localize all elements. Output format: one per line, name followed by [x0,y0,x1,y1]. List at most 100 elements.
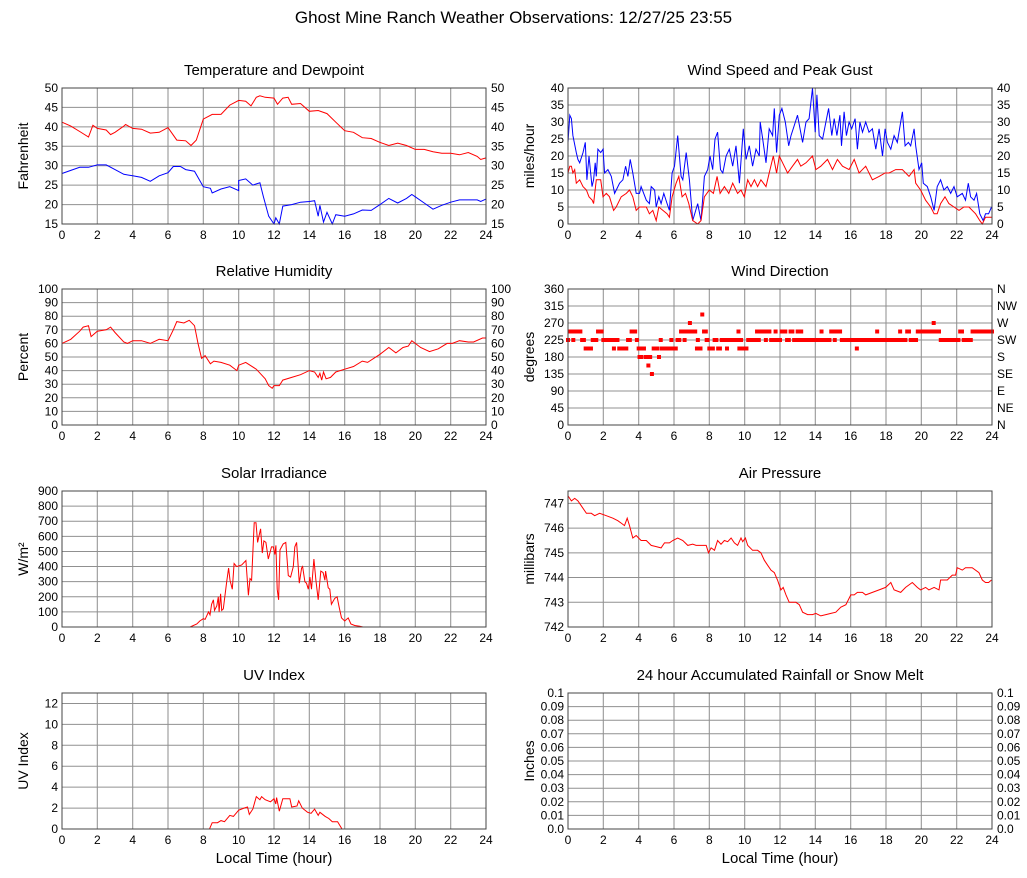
chart-title: Wind Speed and Peak Gust [687,62,873,79]
x-tick-label: 22 [950,429,964,443]
x-tick-label: 10 [232,228,246,242]
x-tick-label: 12 [773,228,787,242]
data-point [903,338,908,342]
y2-tick-label: 30 [491,159,505,173]
y-tick-label: 20 [45,198,59,212]
x-tick-label: 2 [600,429,607,443]
x-tick-label: 16 [844,228,858,242]
x-tick-label: 8 [706,429,713,443]
x-tick-label: 0 [565,228,572,242]
y2-tick-label: 0.04 [997,768,1021,782]
data-point [854,346,859,351]
data-point [735,338,740,342]
y-tick-label: 25 [551,132,565,146]
y-tick-label: 100 [38,605,58,619]
y-tick-label: 80 [45,309,59,323]
x-tick-label: 22 [950,833,964,847]
y-tick-label: 0.08 [541,713,565,727]
data-point [710,346,715,351]
data-point [873,338,878,342]
x-tick-label: 0 [59,429,66,443]
data-point [755,329,760,334]
y2-tick-label: S [997,350,1005,364]
y-tick-label: 40 [45,120,59,134]
y2-tick-label: 0.1 [997,686,1014,700]
y2-tick-label: 45 [491,100,505,114]
humidity-chart: 0 2 4 6 8 10 12 14 16 18 20 22 240102030405060708090… [15,263,511,443]
data-point [797,338,802,342]
data-point [656,355,661,359]
x-tick-label: 22 [950,631,964,645]
y2-tick-label: NE [997,401,1014,415]
x-tick-label: 16 [338,833,352,847]
data-point [633,329,638,334]
x-tick-label: 10 [738,631,752,645]
x-tick-label: 2 [94,833,101,847]
plot-frame [61,87,487,225]
x-tick-label: 2 [600,228,607,242]
plot-frame [61,692,487,830]
x-tick-label: 20 [409,228,423,242]
y-tick-label: 0.03 [541,781,565,795]
y-tick-label: 0.06 [541,740,565,754]
y-tick-label: 0.02 [541,795,565,809]
x-tick-label: 6 [671,429,678,443]
data-point [968,338,973,342]
y-tick-label: 50 [45,81,59,95]
y-tick-label: 0.01 [541,808,565,822]
y-axis-label: Fahrenheit [15,122,31,189]
y-tick-label: 400 [38,560,58,574]
x-tick-label: 20 [915,429,929,443]
x-tick-label: 16 [338,631,352,645]
y-tick-label: 35 [45,139,59,153]
x-tick-label: 24 [479,833,493,847]
series-line-0 [62,522,486,628]
data-point [714,338,719,342]
y-tick-label: 5 [557,200,564,214]
x-tick-label: 12 [773,429,787,443]
y2-tick-label: 35 [997,98,1011,112]
y-tick-label: 270 [544,316,564,330]
series-line-0 [62,795,486,830]
data-point [929,329,934,334]
series-line-0 [567,495,992,617]
data-point [778,338,782,342]
y2-tick-label: 20 [491,391,505,405]
data-point [793,338,798,342]
x-tick-label: 0 [565,833,572,847]
y-tick-label: 200 [38,590,58,604]
x-tick-label: 18 [879,228,893,242]
x-tick-label: 16 [338,228,352,242]
wind-speed-chart: 0 2 4 6 8 10 12 14 16 18 20 22 240510152025303540051… [521,62,1011,242]
y-axis-label: UV Index [15,732,31,790]
y-tick-label: 25 [45,178,59,192]
data-point [624,346,629,351]
y-tick-label: 40 [45,364,59,378]
data-point [669,338,674,342]
x-tick-label: 10 [738,228,752,242]
y2-tick-label: 0.06 [997,740,1021,754]
data-point [723,338,728,342]
plot-frame [567,87,993,225]
x-tick-label: 20 [915,833,929,847]
chart-title: Temperature and Dewpoint [184,62,365,79]
y-axis-label: Percent [15,333,31,381]
x-tick-label: 24 [985,833,999,847]
x-tick-label: 14 [303,833,317,847]
y2-tick-label: 0.01 [997,808,1021,822]
x-tick-label: 8 [200,833,207,847]
data-point [799,329,804,334]
data-point [744,346,749,351]
data-point [790,329,795,334]
y2-tick-label: 0.0 [997,822,1014,836]
data-point [737,346,742,351]
y-tick-label: 60 [45,336,59,350]
y-tick-label: 6 [51,759,58,773]
y-tick-label: 746 [544,521,564,535]
x-tick-label: 18 [879,833,893,847]
x-tick-label: 14 [809,429,823,443]
x-tick-label: 8 [706,631,713,645]
y-tick-label: 0.07 [541,727,565,741]
data-point [649,372,654,376]
x-tick-label: 6 [165,631,172,645]
